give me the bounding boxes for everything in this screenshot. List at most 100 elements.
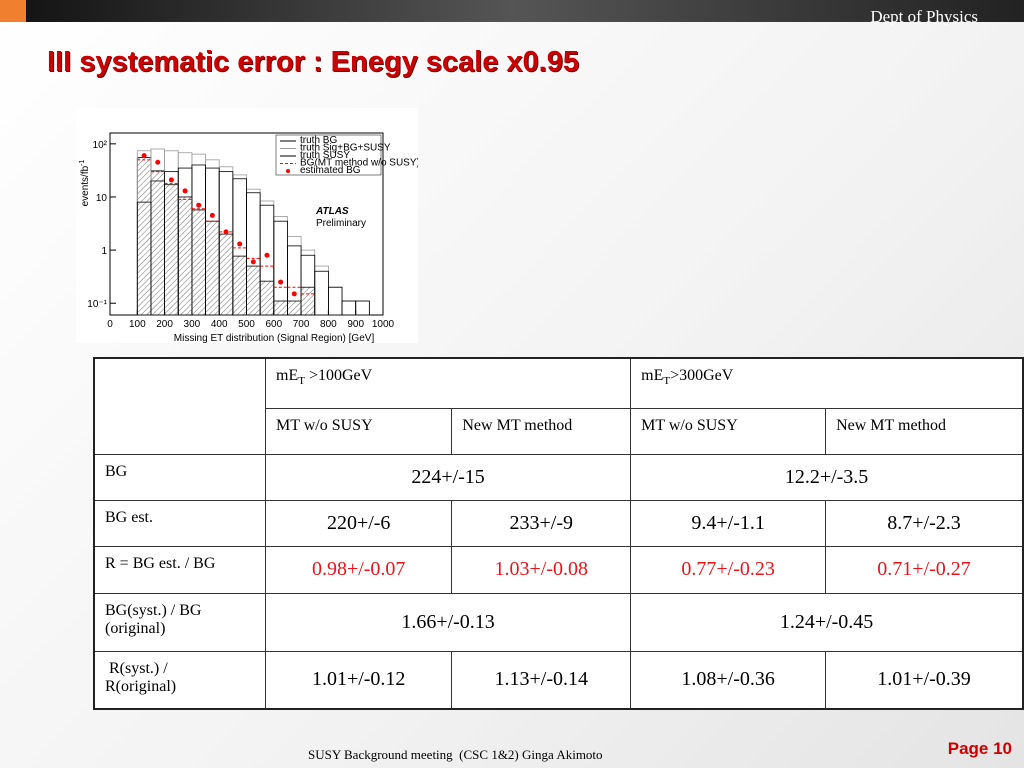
x-axis-label: Missing ET distribution (Signal Region) … <box>174 333 375 343</box>
point <box>196 202 202 208</box>
value-cell: 8.7+/-2.3 <box>825 499 1024 547</box>
value-cell: 1.24+/-0.45 <box>630 592 1024 652</box>
x-tick-label: 300 <box>184 319 201 330</box>
row-label-line: BG est. <box>105 508 153 526</box>
point <box>250 259 256 265</box>
header-row: mET >100GeV mET>300GeV <box>93 357 1024 455</box>
header-text: >100GeV <box>304 367 373 384</box>
legend-box <box>275 134 382 176</box>
x-tick-label: 1000 <box>372 319 395 330</box>
bar <box>191 209 206 316</box>
header-text: >300GeV <box>670 367 734 384</box>
bar <box>205 220 220 316</box>
point <box>209 212 215 218</box>
bar <box>287 300 302 316</box>
point <box>223 229 229 235</box>
legend-label: BG(MT method w/o SUSY) <box>300 158 418 169</box>
top-bar <box>0 0 1024 22</box>
method-header: New MT method <box>451 407 632 455</box>
method-header: MT w/o SUSY <box>630 407 827 455</box>
row-label: BG(syst.) / BG (original) <box>93 592 266 652</box>
value-cell: 1.13+/-0.14 <box>451 650 632 710</box>
accent <box>0 0 26 22</box>
y-label-main: events/fb <box>80 165 91 206</box>
x-tick-label: 700 <box>293 319 310 330</box>
x-tick-label: 500 <box>238 319 255 330</box>
value-cell: 1.03+/-0.08 <box>451 545 632 594</box>
bar-outline <box>341 300 357 316</box>
bar <box>150 170 165 316</box>
point <box>141 153 147 159</box>
x-tick-label: 900 <box>347 319 364 330</box>
bar-outline <box>273 216 288 316</box>
x-tick-label: 100 <box>129 319 146 330</box>
row-label-line: BG(syst.) / BG <box>105 601 202 619</box>
x-tick-label: 600 <box>265 319 282 330</box>
row-label-line: BG <box>105 462 128 480</box>
bar-outline <box>314 265 329 316</box>
x-tick-label: 200 <box>156 319 173 330</box>
y-axis-label: events/fb-1 <box>79 159 91 206</box>
row-label-line: (original) <box>105 619 166 637</box>
data-row: R = BG est. / BG 0.98+/-0.07 1.03+/-0.08 0.… <box>93 545 1024 594</box>
bar <box>232 255 247 316</box>
value-cell: 233+/-9 <box>451 499 632 547</box>
point <box>168 177 174 183</box>
point <box>291 291 297 297</box>
page-number: Page 10 <box>947 739 1012 758</box>
bar-outline <box>355 300 370 316</box>
y-tick-label: 10⁻¹ <box>87 299 107 310</box>
value-cell: 224+/-15 <box>264 453 632 501</box>
header-sub: T <box>663 375 671 388</box>
data-row: BG(syst.) / BG (original) 1.66+/-0.13 1.24+… <box>93 592 1024 652</box>
value-cell: 1.01+/-0.12 <box>264 650 453 710</box>
y-tick-label: 10² <box>93 140 108 151</box>
x-tick-label: 0 <box>107 319 113 330</box>
header-text: mE <box>641 367 664 384</box>
row-label: R = BG est. / BG <box>93 545 266 594</box>
point <box>182 188 188 194</box>
value-cell: 1.66+/-0.13 <box>264 592 632 652</box>
value-cell: 9.4+/-1.1 <box>630 499 827 547</box>
group-header: mET >100GeV <box>264 357 632 409</box>
bar <box>136 157 152 316</box>
row-label: BG <box>93 453 266 501</box>
y-tick-label: 1 <box>101 246 107 257</box>
legend-label: truth SUSY <box>300 150 350 161</box>
y-tick-label: 10 <box>96 193 108 204</box>
legend-swatch <box>286 169 290 173</box>
legend-label: estimated BG <box>300 165 361 176</box>
point <box>237 241 243 247</box>
figure: 0 100 200 300 400 500 600 700 800 900 1000 10⁻¹ 1 10 1… <box>76 108 418 343</box>
bar-outline <box>327 286 343 316</box>
method-row: MT w/o SUSY New MT method MT w/o SUSY New M… <box>94 407 1024 455</box>
bar <box>300 286 316 316</box>
row-label: BG est. <box>93 499 266 547</box>
footer: SUSY Background meeting (CSC 1&2) Ginga … <box>308 747 603 762</box>
corner-cell <box>93 357 266 455</box>
row-label: R(syst.) / R(original) <box>93 650 266 710</box>
data-row: R(syst.) / R(original) 1.01+/-0.12 1.13+/-0… <box>93 650 1024 710</box>
legend-label: truth BG <box>300 135 337 146</box>
value-cell: 0.71+/-0.27 <box>825 545 1024 594</box>
point <box>278 279 284 285</box>
value-cell: 1.08+/-0.36 <box>630 650 827 710</box>
header-text: mE <box>276 367 299 384</box>
method-header: New MT method <box>825 407 1024 455</box>
y-label-sup: -1 <box>79 159 86 165</box>
value-cell: 1.01+/-0.39 <box>825 650 1024 710</box>
bar-outline <box>341 300 357 316</box>
value-cell: 12.2+/-3.5 <box>630 453 1024 501</box>
row-label-line: R(syst.) / <box>105 659 168 677</box>
bar <box>246 265 261 316</box>
value-cell: 0.98+/-0.07 <box>264 545 453 594</box>
bar-outline <box>314 270 329 316</box>
table: mET >100GeV mET>300GeV MT w/o SUSY New MT m… <box>93 357 1024 710</box>
point <box>155 159 161 165</box>
bar-outline <box>355 300 370 316</box>
legend-label: truth Sig+BG+SUSY <box>300 143 391 154</box>
bar <box>164 184 179 316</box>
row-label-line: R(original) <box>105 677 177 695</box>
header-sub: T <box>298 375 305 388</box>
